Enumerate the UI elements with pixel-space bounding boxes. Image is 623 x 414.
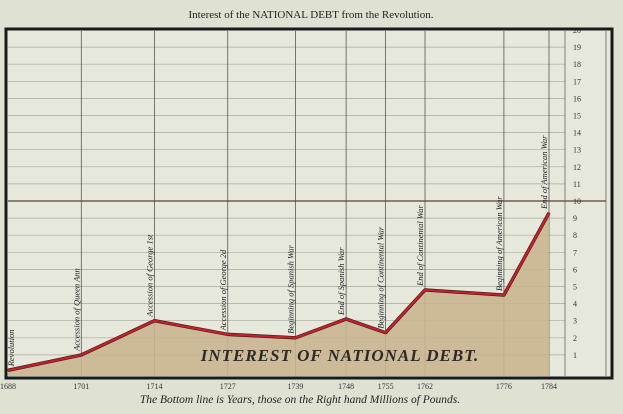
chart-title: Interest of the NATIONAL DEBT from the R…: [188, 9, 433, 21]
grid: [8, 29, 606, 376]
x-tick-label: 1739: [287, 382, 303, 391]
data-point: [548, 211, 550, 214]
event-label: Accession of George 2d: [218, 249, 228, 331]
y-tick-label: 18: [573, 60, 581, 69]
data-point: [153, 319, 156, 322]
event-label: End of Continental War: [415, 205, 425, 287]
x-tick-label: 1755: [378, 382, 394, 391]
event-label: Revolution: [6, 329, 16, 367]
area-label: INTEREST OF NATIONAL DEBT.: [200, 346, 480, 365]
debt-line: [7, 212, 550, 372]
data-point: [294, 336, 297, 339]
x-tick-label: 1748: [338, 382, 354, 391]
y-tick-label: 5: [573, 283, 577, 292]
y-tick-label: 3: [573, 317, 577, 326]
data-point: [345, 317, 348, 320]
y-tick-label: 17: [573, 77, 581, 86]
data-point: [384, 331, 387, 334]
event-label: End of American War: [539, 135, 549, 210]
event-label: End of Spanish War: [336, 247, 346, 316]
x-tick-label: 1762: [417, 382, 433, 391]
data-point: [80, 353, 83, 356]
y-tick-label: 7: [573, 248, 577, 257]
labels: 12345678910111213141516171819201688Revol…: [0, 26, 581, 391]
y-tick-label: 2: [573, 334, 577, 343]
y-tick-label: 11: [573, 180, 581, 189]
y-tick-label: 13: [573, 146, 581, 155]
y-tick-label: 14: [573, 129, 581, 138]
x-tick-label: 1714: [147, 382, 163, 391]
x-tick-label: 1701: [73, 382, 89, 391]
y-tick-label: 12: [573, 163, 581, 172]
x-tick-label: 1688: [0, 382, 16, 391]
marks: [7, 211, 551, 376]
x-tick-label: 1784: [541, 382, 557, 391]
y-tick-label: 10: [573, 197, 581, 206]
y-tick-label: 19: [573, 43, 581, 52]
y-tick-label: 6: [573, 265, 577, 274]
y-tick-label: 9: [573, 214, 577, 223]
y-tick-label: 8: [573, 231, 577, 240]
debt-area: [8, 212, 549, 376]
y-tick-label: 1: [573, 351, 577, 360]
chart-caption: The Bottom line is Years, those on the R…: [140, 394, 460, 406]
y-tick-label: 16: [573, 94, 581, 103]
data-point: [502, 294, 505, 297]
x-tick-label: 1776: [496, 382, 512, 391]
frame: [4, 27, 614, 380]
event-label: Beginning of Continental War: [376, 226, 386, 329]
event-label: Accession of Queen Ann: [71, 268, 81, 352]
event-label: Accession of George 1st: [145, 234, 155, 318]
event-label: Beginning of American War: [494, 196, 504, 291]
data-point: [226, 333, 229, 336]
event-label: Beginning of Spanish War: [285, 244, 295, 333]
y-tick-label: 4: [573, 300, 577, 309]
data-point: [424, 288, 427, 291]
y-tick-label: 15: [573, 112, 581, 121]
x-tick-label: 1727: [220, 382, 236, 391]
